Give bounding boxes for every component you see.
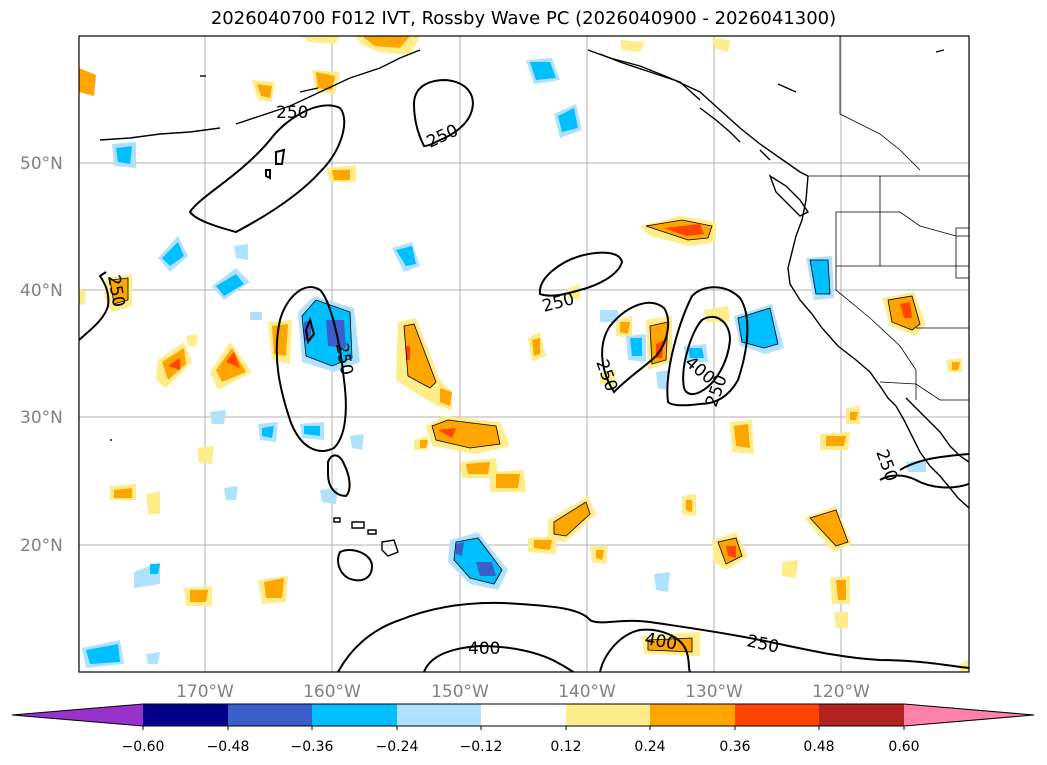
colorbar-segment <box>650 704 735 726</box>
colorbar-tick-label: −0.36 <box>291 739 334 755</box>
colorbar-tick-label: 0.48 <box>803 739 834 755</box>
shading-outlines <box>109 219 921 653</box>
colorbar <box>11 703 1035 730</box>
colorbar-segment <box>312 704 397 726</box>
lon-label: 150°W <box>431 682 489 702</box>
colorbar-segment <box>143 704 228 726</box>
colorbar-labels: −0.60 −0.48 −0.36 −0.24 −0.12 0.12 0.24 … <box>122 739 920 755</box>
colorbar-segment <box>397 704 481 726</box>
lon-label: 160°W <box>303 682 361 702</box>
map-title: 2026040700 F012 IVT, Rossby Wave PC (202… <box>210 8 837 29</box>
lon-label: 140°W <box>558 682 616 702</box>
colorbar-segment <box>228 704 312 726</box>
map-area <box>79 36 969 672</box>
lat-label: 20°N <box>20 536 63 556</box>
longitude-labels: 170°W 160°W 150°W 140°W 130°W 120°W <box>176 682 870 702</box>
lon-label: 170°W <box>176 682 234 702</box>
colorbar-segment <box>735 704 819 726</box>
map-frame <box>78 35 970 673</box>
latitude-labels: 50°N 40°N 30°N 20°N <box>20 154 63 556</box>
colorbar-segment <box>566 704 650 726</box>
lon-label: 130°W <box>685 682 743 702</box>
contour-label: 400 <box>468 639 500 659</box>
colorbar-segment <box>12 704 143 726</box>
colorbar-tick-label: −0.48 <box>207 739 250 755</box>
lon-label: 120°W <box>812 682 870 702</box>
colorbar-segment <box>819 704 904 726</box>
political-borders <box>808 36 969 401</box>
lat-label: 30°N <box>20 408 63 428</box>
rossby-contours <box>79 78 969 672</box>
colorbar-tick-label: 0.60 <box>888 739 919 755</box>
colorbar-segment <box>904 704 1034 726</box>
colorbar-tick-label: 0.12 <box>550 739 581 755</box>
colorbar-tick-label: −0.12 <box>460 739 503 755</box>
colorbar-tick-label: −0.24 <box>376 739 419 755</box>
colorbar-tick-label: −0.60 <box>122 739 165 755</box>
colorbar-segment <box>481 704 566 726</box>
lat-label: 50°N <box>20 154 63 174</box>
contour-label: 250 <box>276 103 308 123</box>
lat-label: 40°N <box>20 281 63 301</box>
colorbar-tick-label: 0.36 <box>719 739 750 755</box>
coastlines <box>99 49 969 557</box>
colorbar-tick-label: 0.24 <box>634 739 665 755</box>
